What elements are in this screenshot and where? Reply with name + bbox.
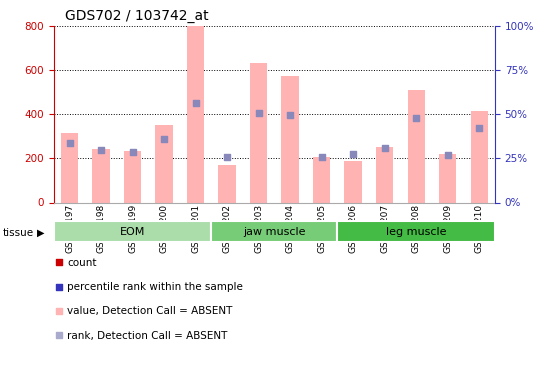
Bar: [344, 160, 362, 202]
Bar: [376, 147, 393, 202]
Text: value, Detection Call = ABSENT: value, Detection Call = ABSENT: [67, 306, 232, 316]
Text: EOM: EOM: [120, 226, 145, 237]
Text: count: count: [67, 258, 97, 267]
Bar: [54, 221, 211, 242]
Point: [160, 136, 168, 142]
Point: [349, 152, 357, 157]
Bar: [61, 133, 78, 202]
Text: rank, Detection Call = ABSENT: rank, Detection Call = ABSENT: [67, 331, 228, 340]
Text: percentile rank within the sample: percentile rank within the sample: [67, 282, 243, 292]
Point: [254, 110, 263, 116]
Point: [65, 140, 74, 146]
Bar: [250, 63, 267, 202]
Text: jaw muscle: jaw muscle: [243, 226, 306, 237]
Bar: [471, 111, 488, 202]
Point: [380, 145, 389, 151]
Point: [412, 115, 421, 121]
Point: [54, 308, 63, 314]
Point: [443, 152, 452, 158]
Point: [54, 260, 63, 266]
Text: leg muscle: leg muscle: [386, 226, 447, 237]
Bar: [93, 148, 110, 202]
Point: [286, 112, 294, 118]
Bar: [211, 221, 337, 242]
Bar: [155, 125, 173, 202]
Point: [54, 284, 63, 290]
Point: [128, 149, 137, 155]
Bar: [281, 76, 299, 202]
Bar: [124, 151, 141, 202]
Text: GDS702 / 103742_at: GDS702 / 103742_at: [65, 9, 208, 23]
Text: ▶: ▶: [37, 228, 44, 237]
Point: [223, 154, 231, 160]
Point: [97, 147, 105, 153]
Bar: [439, 154, 456, 203]
Point: [54, 333, 63, 338]
Point: [317, 154, 326, 160]
Bar: [187, 26, 204, 202]
Bar: [313, 158, 330, 203]
Bar: [407, 90, 425, 202]
Bar: [337, 221, 495, 242]
Text: tissue: tissue: [3, 228, 34, 237]
Point: [475, 124, 484, 130]
Point: [192, 100, 200, 106]
Bar: [218, 165, 236, 202]
